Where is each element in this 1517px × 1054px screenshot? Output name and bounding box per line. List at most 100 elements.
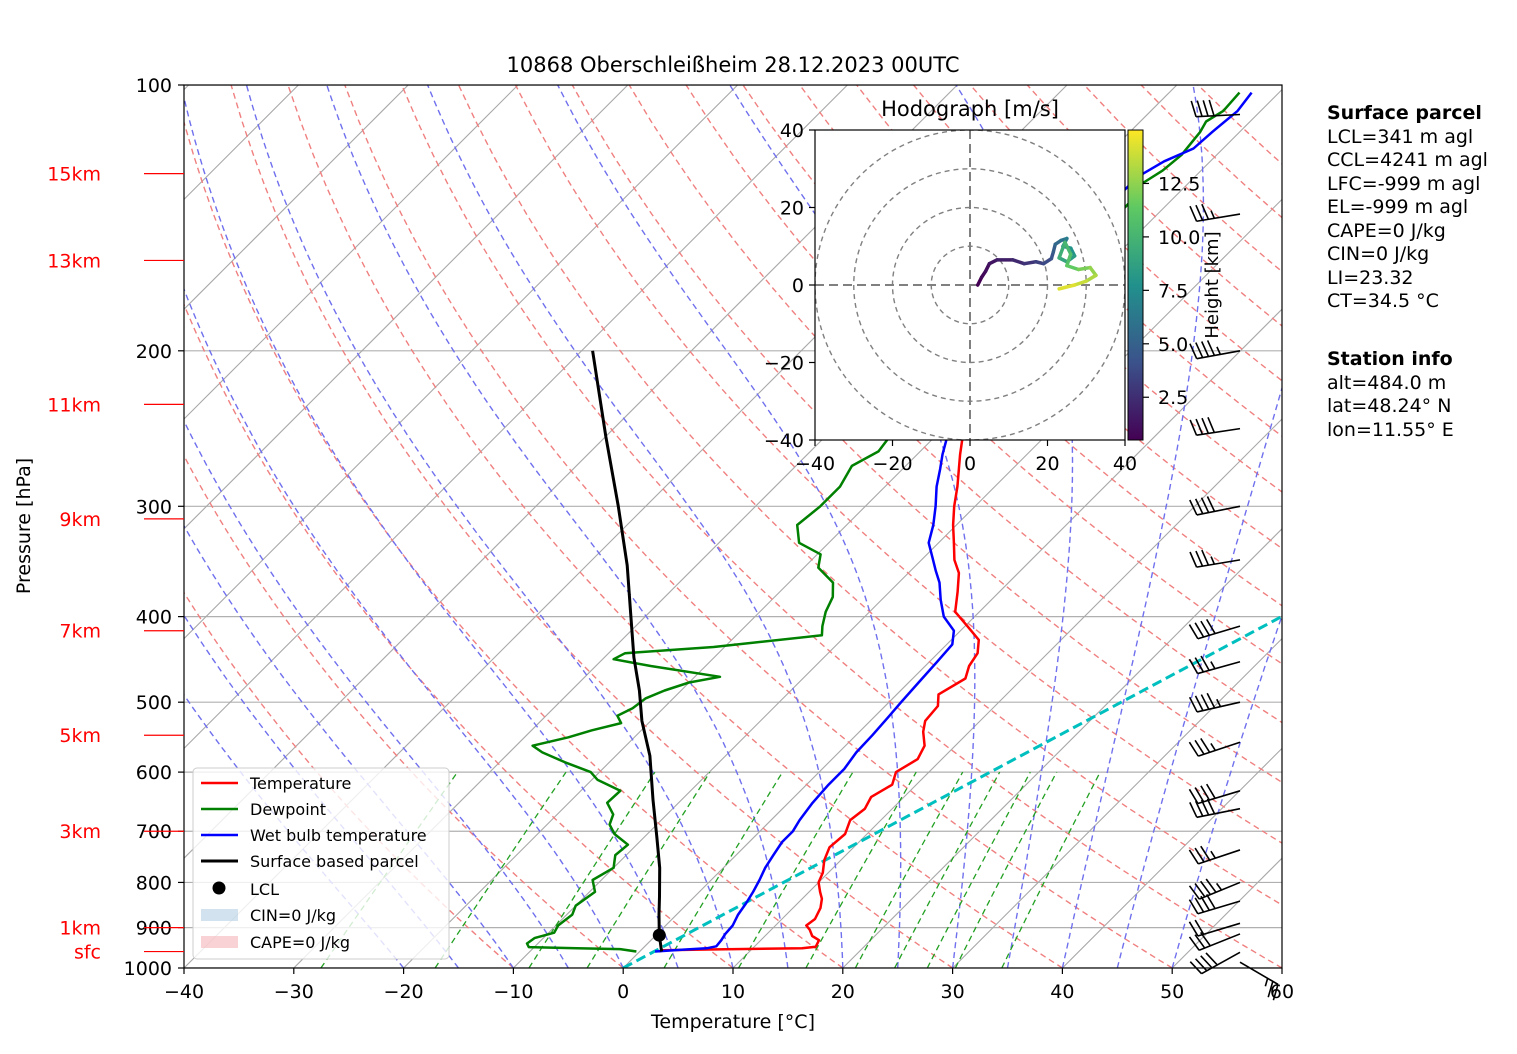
barb-full	[1195, 550, 1204, 567]
moist-adiabat	[955, 85, 1074, 968]
isotherm-line	[732, 418, 1282, 968]
hodograph-x-tick-label: 40	[1113, 453, 1137, 475]
y-tick-label: 700	[136, 821, 172, 843]
wind-barb	[1189, 951, 1241, 975]
barb-full	[1188, 696, 1198, 713]
height-label: 3km	[59, 821, 101, 843]
info-lfc: LFC=-999 m agl	[1327, 172, 1481, 195]
barb-shaft	[1197, 661, 1241, 675]
surface-parcel-header: Surface parcel	[1327, 102, 1482, 124]
wind-barb	[1189, 416, 1241, 436]
wind-barb	[1188, 618, 1241, 640]
mixing-ratio-line	[805, 771, 917, 968]
legend-wetbulb-label: Wet bulb temperature	[250, 826, 427, 845]
barb-full	[1189, 343, 1198, 360]
barb-full	[1206, 798, 1216, 815]
legend-dewpoint-label: Dewpoint	[250, 800, 326, 819]
dry-adiabat	[401, 85, 1282, 968]
mixing-ratio-line	[434, 771, 567, 968]
barb-shaft	[1196, 427, 1241, 436]
mixing-ratio-line	[926, 771, 1031, 968]
barb-full	[1201, 417, 1210, 434]
barb-full	[1194, 919, 1205, 935]
y-tick-label: 800	[136, 872, 172, 894]
hodograph-segment	[1065, 263, 1081, 272]
hodograph-segment	[1010, 258, 1026, 266]
legend: Temperature Dewpoint Wet bulb temperatur…	[192, 767, 450, 960]
barb-full	[1206, 340, 1216, 356]
barb-shaft	[1196, 350, 1241, 360]
barb-full	[1188, 899, 1199, 915]
x-tick-label: −10	[493, 981, 533, 1003]
legend-frame	[192, 767, 450, 960]
barb-full	[1189, 551, 1198, 568]
barb-shaft	[1196, 701, 1241, 713]
x-tick-label: 50	[1160, 981, 1184, 1003]
wind-barb	[1188, 783, 1241, 805]
wind-barb	[1189, 203, 1241, 223]
barb-shaft	[1239, 961, 1279, 986]
colorbar-tick-label: 7.5	[1158, 280, 1188, 302]
mixing-ratio-line	[1001, 771, 1101, 968]
barb-full	[1205, 894, 1216, 910]
barb-half	[1216, 346, 1222, 355]
info-lcl: LCL=341 m agl	[1327, 125, 1474, 148]
hodograph-y-tick-label: −20	[764, 353, 804, 375]
moist-adiabat	[184, 524, 514, 968]
height-label: 1km	[59, 918, 101, 940]
barb-shaft	[1196, 807, 1241, 819]
x-tick-label: 40	[1050, 981, 1074, 1003]
moist-adiabat	[426, 85, 844, 968]
hodograph-x-tick-label: −40	[795, 453, 835, 475]
y-tick-label: 100	[136, 75, 172, 97]
barb-shaft	[1196, 559, 1241, 568]
hodograph-segment	[1057, 283, 1077, 291]
colorbar-label: Height [km]	[1202, 231, 1223, 338]
barb-shaft	[1197, 625, 1241, 640]
barb-shaft	[1198, 933, 1241, 952]
x-tick-label: 60	[1270, 981, 1294, 1003]
barb-full	[1190, 100, 1197, 117]
wind-barb	[1188, 878, 1241, 900]
barb-full	[1194, 897, 1205, 913]
height-label: 15km	[47, 164, 101, 186]
height-label: 13km	[47, 250, 101, 272]
barb-full	[1188, 849, 1199, 865]
barb-full	[1200, 497, 1210, 513]
barb-full	[1200, 785, 1211, 801]
dry-adiabat	[184, 454, 624, 968]
barb-shaft	[1196, 213, 1241, 223]
barb-full	[1195, 342, 1204, 358]
station-info-header: Station info	[1327, 348, 1453, 370]
dry-adiabat	[514, 85, 1282, 844]
dry-adiabat	[184, 302, 734, 968]
moist-adiabat	[1116, 385, 1282, 968]
info-el: EL=-999 m agl	[1327, 196, 1469, 218]
legend-temperature-label: Temperature	[249, 774, 351, 793]
isotherm-line	[184, 85, 738, 640]
barb-full	[1200, 341, 1210, 357]
wind-barb	[1188, 692, 1241, 713]
hodograph-y-tick-label: 0	[792, 275, 804, 297]
barb-full	[1188, 658, 1199, 674]
barb-full	[1189, 499, 1198, 516]
hodograph-y-tick-label: 20	[780, 198, 804, 220]
isotherm-line	[622, 308, 1282, 968]
lcl-marker	[652, 928, 666, 942]
wind-barb	[1190, 99, 1241, 118]
dry-adiabat	[184, 119, 844, 968]
moist-adiabat	[1171, 613, 1282, 968]
barb-full	[1188, 624, 1199, 640]
barb-full	[1196, 100, 1203, 117]
moist-adiabat	[326, 85, 789, 968]
x-tick-label: −40	[164, 981, 204, 1003]
isotherm-line	[184, 85, 409, 310]
hodograph-title: Hodograph [m/s]	[881, 97, 1059, 121]
barb-shaft	[1197, 922, 1241, 937]
moist-adiabat	[1061, 85, 1205, 968]
y-axis-label: Pressure [hPa]	[13, 458, 35, 594]
chart-title: 10868 Oberschleißheim 28.12.2023 00UTC	[507, 53, 960, 77]
hodograph-trace	[976, 236, 1098, 291]
colorbar	[1127, 129, 1144, 441]
